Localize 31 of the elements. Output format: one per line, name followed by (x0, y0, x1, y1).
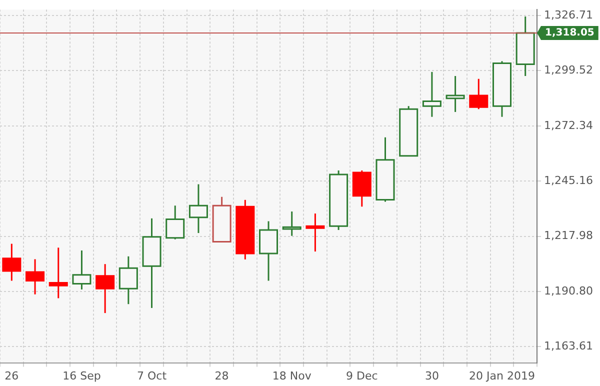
y-tick-label: 1,299.52 (544, 64, 593, 77)
candlestick (422, 71, 442, 118)
x-tick-label: 20 Jan 2019 (469, 369, 535, 382)
y-tick-label: 1,217.98 (544, 229, 593, 242)
candlestick (166, 204, 185, 240)
candlestick (2, 243, 22, 282)
candlestick (188, 184, 208, 234)
x-tick-label: 26 (4, 369, 19, 382)
candlestick (306, 212, 325, 252)
candlestick (352, 170, 372, 208)
candlestick (72, 250, 92, 290)
y-tick-label: 1,190.80 (544, 284, 593, 298)
candlestick (26, 258, 45, 296)
x-tick-label: 28 (214, 369, 229, 382)
y-tick-label: 1,326.71 (544, 8, 593, 22)
y-tick-label: 1,272.34 (544, 118, 593, 132)
candlestick (48, 246, 68, 299)
x-tick-label: 9 Dec (346, 369, 378, 382)
x-tick-label: 18 Nov (272, 369, 312, 382)
x-tick-label: 7 Oct (137, 369, 168, 382)
candlestick (96, 263, 115, 314)
candlestick (469, 78, 488, 110)
candlestick (259, 220, 278, 282)
y-tick-label: 1,163.61 (544, 340, 593, 353)
x-tick-label: 30 (424, 369, 439, 382)
candlestick (118, 256, 138, 305)
y-tick-label: 1,245.16 (544, 174, 593, 187)
x-tick-label: 16 Sep (62, 369, 101, 382)
candlestick (446, 75, 465, 113)
candlestick (282, 210, 302, 237)
ref-line-label: 1,318.05 (545, 28, 594, 39)
